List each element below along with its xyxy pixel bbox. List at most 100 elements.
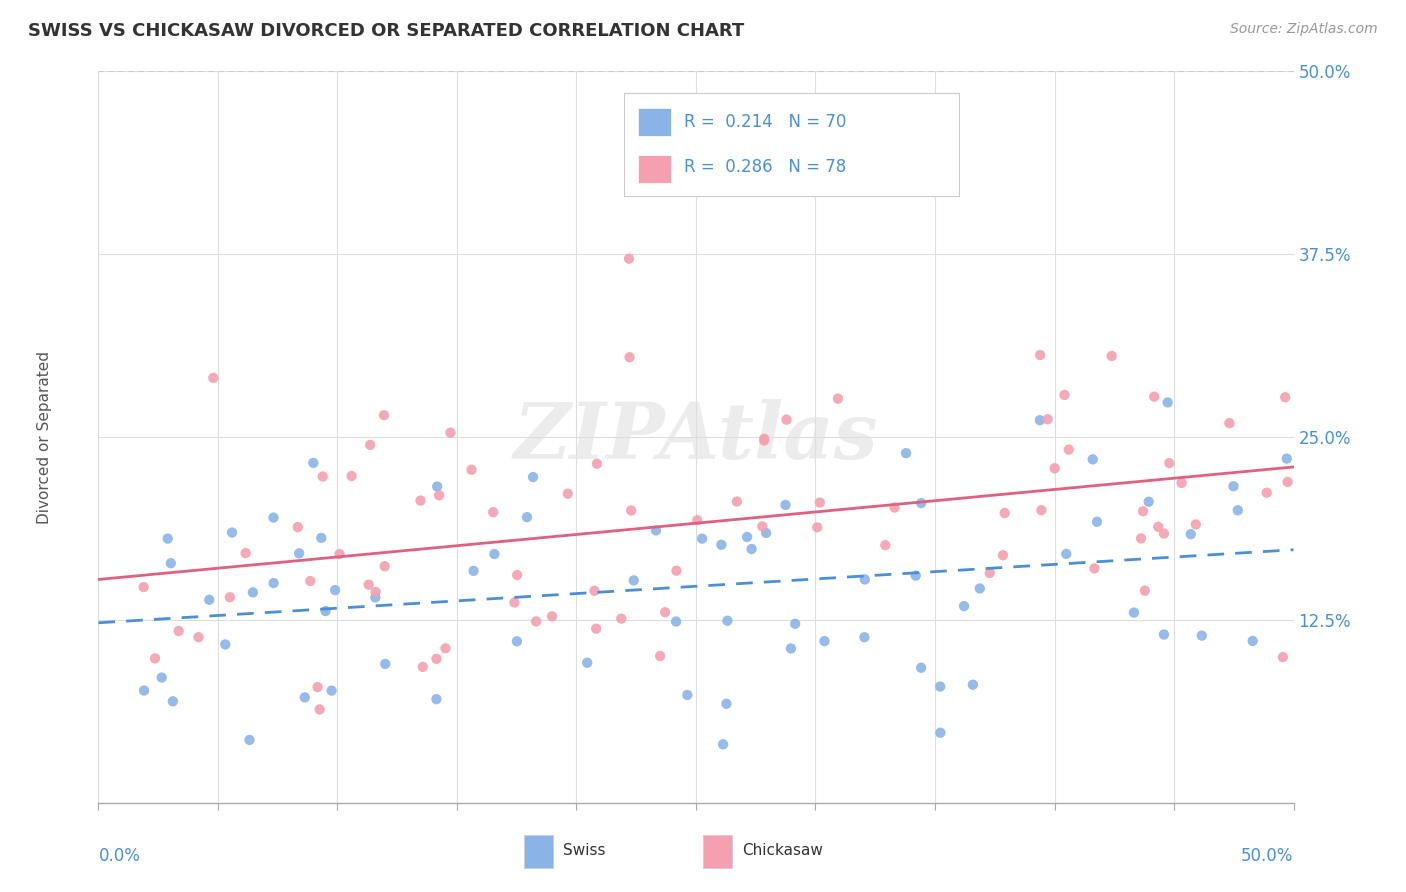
Point	[910, 661, 932, 675]
Point	[294, 690, 316, 705]
Point	[1275, 451, 1298, 466]
Point	[610, 612, 633, 626]
Point	[648, 648, 671, 663]
Point	[160, 556, 183, 570]
Point	[623, 574, 645, 588]
Point	[1081, 452, 1104, 467]
Point	[754, 434, 776, 448]
Point	[710, 538, 733, 552]
Point	[1137, 494, 1160, 508]
Point	[716, 697, 738, 711]
Point	[143, 651, 166, 665]
Point	[1185, 517, 1208, 532]
Point	[132, 580, 155, 594]
Point	[929, 680, 952, 694]
Text: ZIPAtlas: ZIPAtlas	[513, 399, 879, 475]
Point	[1159, 456, 1181, 470]
Point	[482, 505, 505, 519]
Point	[676, 688, 699, 702]
Point	[167, 624, 190, 638]
Point	[1132, 504, 1154, 518]
Point	[374, 657, 396, 671]
Point	[1031, 503, 1053, 517]
Point	[576, 656, 599, 670]
Point	[617, 252, 640, 266]
Point	[541, 609, 564, 624]
Point	[1147, 520, 1170, 534]
Point	[953, 599, 976, 613]
Point	[1274, 390, 1296, 404]
Point	[654, 605, 676, 619]
Point	[962, 678, 984, 692]
Point	[302, 456, 325, 470]
Point	[221, 525, 243, 540]
Point	[235, 546, 257, 560]
Point	[328, 547, 350, 561]
Point	[853, 573, 876, 587]
Point	[1083, 561, 1105, 575]
Point	[359, 438, 381, 452]
Point	[219, 591, 242, 605]
Point	[287, 520, 309, 534]
Point	[1218, 416, 1240, 430]
Point	[583, 583, 606, 598]
Point	[910, 496, 932, 510]
Point	[894, 446, 917, 460]
Point	[1222, 479, 1244, 493]
Point	[1029, 413, 1052, 427]
Point	[1153, 526, 1175, 541]
Point	[323, 583, 346, 598]
Point	[1057, 442, 1080, 457]
Text: SWISS VS CHICKASAW DIVORCED OR SEPARATED CORRELATION CHART: SWISS VS CHICKASAW DIVORCED OR SEPARATED…	[28, 22, 744, 40]
Point	[374, 559, 396, 574]
Point	[808, 495, 831, 509]
Point	[484, 547, 506, 561]
Point	[586, 457, 609, 471]
Point	[929, 725, 952, 739]
Point	[619, 350, 641, 364]
Point	[263, 576, 285, 591]
Point	[1271, 650, 1294, 665]
Point	[775, 498, 797, 512]
Point	[806, 520, 828, 534]
Point	[315, 604, 337, 618]
Point	[1130, 532, 1153, 546]
Point	[412, 660, 434, 674]
Point	[312, 469, 335, 483]
Point	[969, 582, 991, 596]
Point	[516, 510, 538, 524]
Point	[1036, 412, 1059, 426]
Point	[460, 463, 482, 477]
Point	[1170, 475, 1192, 490]
Point	[1053, 388, 1076, 402]
Text: 0.0%: 0.0%	[98, 847, 141, 864]
Point	[1241, 634, 1264, 648]
Point	[427, 488, 450, 502]
Text: 50.0%: 50.0%	[1241, 847, 1294, 864]
Point	[373, 408, 395, 422]
Text: Source: ZipAtlas.com: Source: ZipAtlas.com	[1230, 22, 1378, 37]
Point	[994, 506, 1017, 520]
Point	[1143, 390, 1166, 404]
Point	[741, 541, 763, 556]
Point	[1043, 461, 1066, 475]
Point	[434, 641, 457, 656]
Point	[425, 652, 447, 666]
Text: Divorced or Separated: Divorced or Separated	[37, 351, 52, 524]
Point	[1029, 348, 1052, 362]
Point	[1133, 583, 1156, 598]
Point	[979, 566, 1001, 580]
Point	[150, 671, 173, 685]
Point	[665, 615, 688, 629]
Point	[1122, 606, 1144, 620]
Point	[585, 622, 607, 636]
Point	[426, 479, 449, 493]
Point	[425, 692, 447, 706]
Point	[524, 615, 547, 629]
Point	[755, 525, 778, 540]
Point	[156, 532, 179, 546]
Point	[202, 371, 225, 385]
Point	[735, 530, 758, 544]
Point	[463, 564, 485, 578]
Point	[1256, 485, 1278, 500]
